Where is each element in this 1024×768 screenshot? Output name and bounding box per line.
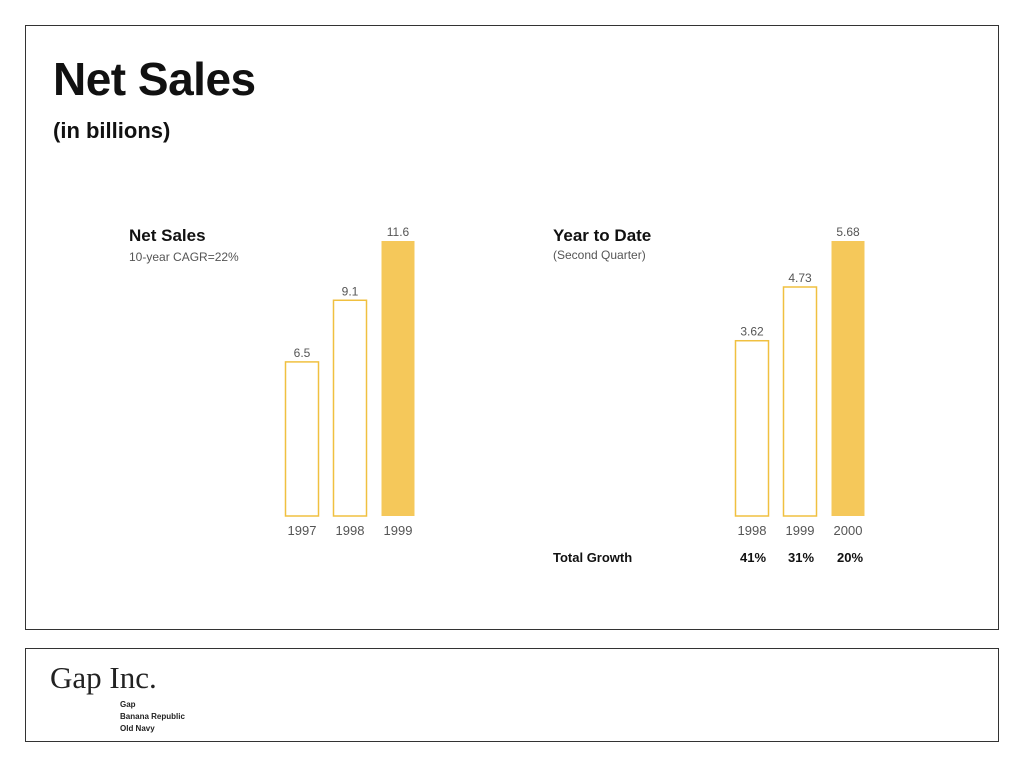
- category-label-1998: 1998: [336, 523, 365, 538]
- brand-old-navy: Old Navy: [120, 724, 155, 733]
- category-label-2000: 2000: [834, 523, 863, 538]
- value-label-1997: 6.5: [294, 346, 311, 360]
- page-title: Net Sales: [53, 53, 256, 105]
- chart-2-subtitle: (Second Quarter): [553, 248, 646, 262]
- bar-2000: [831, 241, 865, 516]
- brand-banana-republic: Banana Republic: [120, 712, 185, 721]
- brand-gap: Gap: [120, 700, 136, 709]
- total-growth-value-1999: 31%: [787, 550, 815, 565]
- chart-1-title: Net Sales: [129, 226, 206, 245]
- footer-panel: Gap Inc. Gap Banana Republic Old Navy: [25, 648, 999, 742]
- total-growth-value-2000: 20%: [836, 550, 864, 565]
- gap-inc-logo: Gap Inc.: [50, 660, 157, 695]
- bar-charts: 6.5 1997 9.1 1998 11.6 1999 3.62 1998 4.73 1999 5.…: [284, 225, 865, 538]
- page-subtitle: (in billions): [53, 118, 171, 143]
- main-panel: Net Sales (in billions) Net Sales 10-yea…: [25, 25, 999, 630]
- total-growth-value-1998: 41%: [739, 550, 767, 565]
- value-label-2000: 5.68: [836, 225, 860, 239]
- bar-1998: [734, 339, 770, 517]
- category-label-1999: 1999: [384, 523, 413, 538]
- bar-1998: [332, 299, 368, 517]
- chart-2-title: Year to Date: [553, 226, 652, 245]
- bar-1997: [284, 361, 320, 517]
- category-label-1997: 1997: [288, 523, 317, 538]
- category-label-1999: 1999: [786, 523, 815, 538]
- value-label-1999: 4.73: [788, 271, 812, 285]
- chart-1-subtitle: 10-year CAGR=22%: [129, 250, 239, 264]
- total-growth-label: Total Growth: [553, 550, 633, 565]
- value-label-1998: 9.1: [342, 284, 359, 298]
- value-label-1998: 3.62: [740, 325, 764, 339]
- bar-1999: [782, 286, 818, 517]
- value-label-1999: 11.6: [387, 225, 410, 239]
- category-label-1998: 1998: [738, 523, 767, 538]
- bar-1999: [381, 241, 415, 516]
